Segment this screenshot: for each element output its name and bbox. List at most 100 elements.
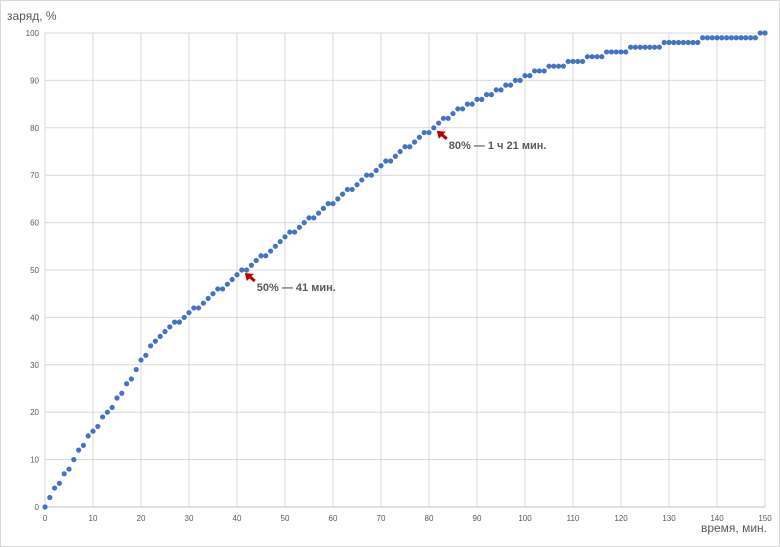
data-point xyxy=(714,35,720,41)
data-point xyxy=(556,63,562,69)
data-point xyxy=(268,248,274,254)
data-point xyxy=(335,196,341,202)
data-point xyxy=(220,286,226,292)
data-point xyxy=(61,471,67,477)
data-point xyxy=(316,210,322,216)
data-point xyxy=(498,87,504,93)
data-point xyxy=(320,205,326,211)
data-point xyxy=(608,49,615,55)
data-point xyxy=(512,77,518,83)
data-point xyxy=(205,295,211,302)
data-point xyxy=(733,35,739,41)
data-point xyxy=(397,148,403,155)
data-point xyxy=(152,338,158,344)
data-point xyxy=(580,58,586,65)
data-point xyxy=(109,404,115,411)
y-tick-label: 90 xyxy=(30,76,39,85)
data-point xyxy=(306,215,312,221)
data-point xyxy=(460,106,466,112)
data-point xyxy=(248,262,254,268)
data-point xyxy=(589,54,595,60)
data-point xyxy=(167,324,173,330)
data-point xyxy=(95,423,101,430)
data-point xyxy=(517,77,523,83)
x-tick-label: 80 xyxy=(425,514,434,523)
y-tick-label: 40 xyxy=(30,313,39,322)
data-point xyxy=(570,58,576,65)
data-point xyxy=(42,504,48,510)
data-point xyxy=(455,106,461,112)
data-point xyxy=(52,485,58,491)
data-point xyxy=(272,243,278,249)
data-point xyxy=(421,129,427,136)
data-point xyxy=(378,163,384,169)
data-point xyxy=(450,110,456,117)
data-point xyxy=(623,49,629,55)
data-point xyxy=(416,134,422,140)
data-point xyxy=(551,63,557,69)
x-tick-label: 70 xyxy=(377,514,386,523)
data-point xyxy=(757,30,763,36)
x-tick-label: 0 xyxy=(43,514,48,523)
data-point xyxy=(700,35,706,41)
data-point xyxy=(728,35,735,41)
data-point xyxy=(263,253,269,259)
data-point xyxy=(133,366,139,373)
y-tick-label: 100 xyxy=(26,29,40,38)
data-point xyxy=(464,101,470,107)
data-point xyxy=(224,281,230,287)
data-point xyxy=(239,267,245,273)
x-tick-label: 150 xyxy=(758,514,772,523)
data-point xyxy=(484,92,490,98)
data-point xyxy=(354,182,360,188)
data-point xyxy=(344,186,350,193)
data-point xyxy=(176,319,182,325)
x-tick-label: 110 xyxy=(567,514,580,523)
data-point xyxy=(128,376,134,382)
data-point xyxy=(671,39,677,46)
data-point xyxy=(340,191,346,197)
data-point xyxy=(426,129,432,136)
data-point xyxy=(584,54,591,60)
data-point xyxy=(282,234,288,240)
data-point xyxy=(359,177,365,183)
data-point xyxy=(752,35,759,41)
data-point xyxy=(191,305,197,311)
data-point xyxy=(532,68,538,74)
x-tick-label: 40 xyxy=(233,514,242,523)
data-point xyxy=(628,44,634,50)
data-point xyxy=(565,58,571,65)
data-point xyxy=(244,267,250,273)
data-point xyxy=(181,314,187,320)
data-point xyxy=(632,44,639,50)
data-point xyxy=(66,466,72,472)
data-point xyxy=(676,39,682,46)
data-point xyxy=(215,286,221,292)
data-point xyxy=(172,319,178,325)
data-point xyxy=(748,35,754,41)
data-point xyxy=(229,276,235,283)
data-point xyxy=(330,201,336,207)
data-point xyxy=(709,35,715,41)
x-tick-label: 60 xyxy=(329,514,338,523)
y-tick-label: 80 xyxy=(30,124,39,133)
x-tick-label: 120 xyxy=(614,514,628,523)
data-point xyxy=(80,442,86,448)
data-point xyxy=(407,144,413,150)
data-point xyxy=(402,144,408,150)
data-point xyxy=(157,333,163,339)
data-point xyxy=(210,291,216,297)
data-point xyxy=(71,457,77,463)
data-point xyxy=(685,39,691,46)
data-point xyxy=(364,172,370,178)
data-point xyxy=(234,272,240,278)
data-point xyxy=(536,68,543,74)
data-point xyxy=(488,92,494,98)
data-point xyxy=(575,58,581,65)
data-point xyxy=(100,414,106,420)
data-point xyxy=(292,229,298,235)
data-point xyxy=(253,257,259,264)
annotation-arrow-head xyxy=(244,273,254,281)
data-point xyxy=(479,96,485,102)
